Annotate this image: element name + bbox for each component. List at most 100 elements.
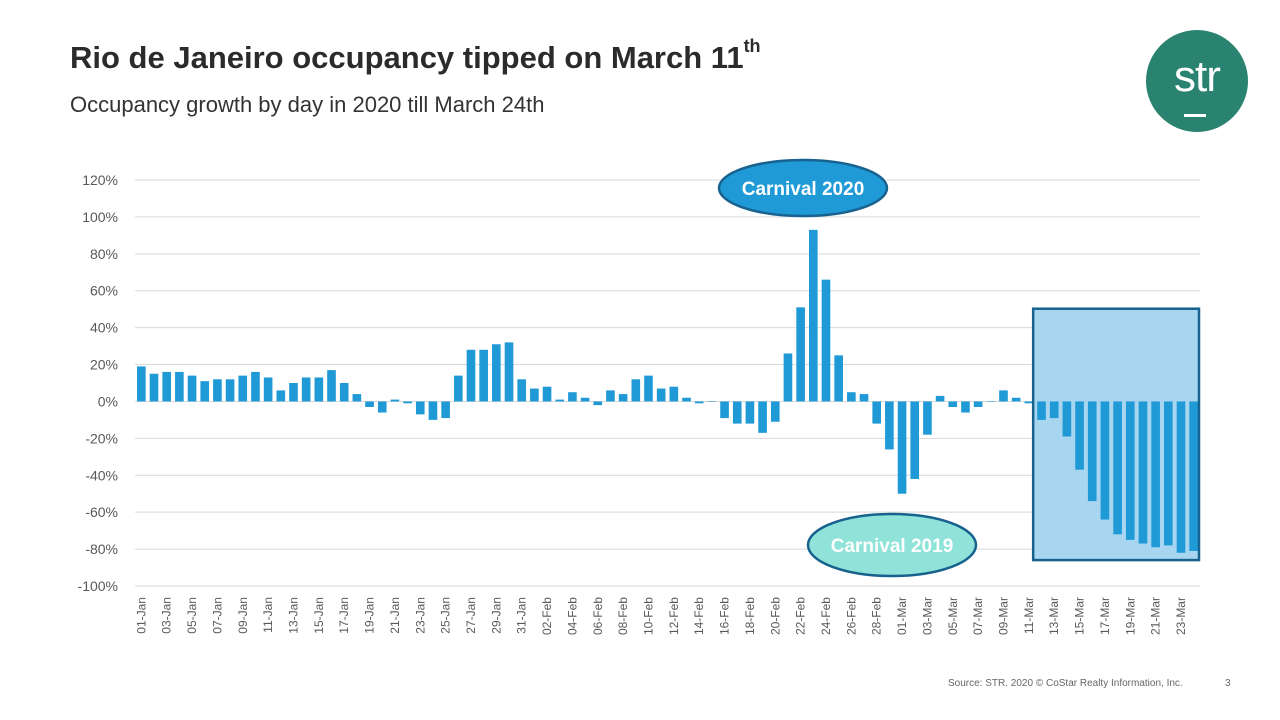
bar-07-Jan: [213, 379, 222, 402]
bar-18-Mar: [1113, 401, 1122, 535]
x-tick-label: 02-Feb: [540, 597, 554, 635]
x-tick-label: 19-Mar: [1123, 597, 1137, 635]
y-tick-label: 40%: [90, 320, 118, 336]
x-tick-label: 27-Jan: [464, 597, 478, 634]
bar-29-Feb: [885, 401, 894, 450]
bar-07-Mar: [973, 401, 983, 407]
y-tick-label: 0%: [98, 393, 118, 409]
y-tick-label: -60%: [85, 504, 118, 520]
x-tick-label: 03-Jan: [160, 597, 174, 634]
bar-06-Mar: [961, 401, 970, 413]
bar-10-Jan: [251, 371, 260, 402]
bar-25-Feb: [834, 355, 843, 402]
x-tick-label: 09-Mar: [996, 597, 1010, 635]
x-tick-label: 18-Feb: [743, 597, 757, 635]
bar-27-Feb: [859, 394, 869, 402]
bar-24-Jan: [428, 401, 438, 420]
bar-08-Mar: [986, 401, 996, 402]
bar-12-Jan: [276, 390, 286, 402]
y-tick-label: 20%: [90, 357, 118, 373]
x-tick-label: 31-Jan: [515, 597, 529, 634]
bar-11-Mar: [1024, 401, 1034, 404]
bar-13-Mar: [1049, 401, 1059, 419]
x-tick-label: 21-Mar: [1149, 597, 1163, 635]
bar-16-Mar: [1087, 401, 1097, 502]
x-tick-label: 13-Jan: [286, 597, 300, 634]
bar-18-Feb: [745, 401, 755, 424]
str-logo-text: str: [1174, 52, 1221, 101]
bar-01-Jan: [137, 366, 146, 402]
page-subtitle: Occupancy growth by day in 2020 till Mar…: [70, 92, 545, 117]
highlight-region-outline: [1031, 307, 1201, 562]
bar-20-Mar: [1138, 401, 1148, 544]
x-tick-label: 07-Mar: [971, 597, 985, 635]
x-tick-label: 23-Jan: [413, 597, 427, 634]
bar-26-Feb: [847, 392, 856, 402]
bar-01-Mar: [897, 401, 907, 494]
bar-22-Feb: [796, 307, 805, 402]
x-tick-label: 06-Feb: [591, 597, 605, 635]
x-tick-label: 28-Feb: [870, 597, 884, 635]
x-tick-label: 17-Jan: [337, 597, 351, 634]
bar-03-Mar: [923, 401, 932, 435]
y-tick-label: -100%: [78, 578, 118, 594]
bar-09-Feb: [631, 379, 641, 402]
x-tick-label: 05-Jan: [185, 597, 199, 634]
y-tick-label: 120%: [82, 172, 118, 188]
x-tick-label: 22-Feb: [794, 597, 808, 635]
x-tick-label: 11-Jan: [261, 597, 275, 633]
bar-23-Mar: [1176, 401, 1186, 553]
bar-17-Mar: [1100, 401, 1110, 520]
bar-28-Feb: [872, 401, 882, 424]
bar-29-Jan: [492, 344, 501, 402]
bar-05-Feb: [580, 397, 590, 402]
page-title-text: Rio de Janeiro occupancy tipped on March…: [70, 40, 744, 75]
x-tick-label: 11-Mar: [1022, 597, 1036, 634]
page-title-superscript: th: [743, 36, 761, 56]
bar-02-Feb: [542, 386, 552, 402]
bar-07-Feb: [606, 390, 615, 402]
bar-26-Jan: [453, 375, 463, 402]
bar-03-Jan: [162, 371, 172, 402]
bar-02-Mar: [910, 401, 920, 479]
bar-12-Mar: [1037, 401, 1046, 420]
bar-17-Feb: [732, 401, 742, 424]
x-tick-label: 15-Mar: [1073, 597, 1087, 635]
x-tick-label: 16-Feb: [718, 597, 732, 635]
bar-14-Feb: [694, 401, 704, 404]
y-tick-label: -40%: [85, 467, 118, 483]
x-tick-label: 05-Mar: [946, 597, 960, 635]
bar-30-Jan: [504, 342, 514, 402]
bar-15-Mar: [1075, 401, 1084, 470]
str-logo: str: [1146, 30, 1248, 132]
x-tick-label: 19-Jan: [363, 597, 377, 634]
y-tick-label: 100%: [82, 209, 118, 225]
x-tick-label: 25-Jan: [439, 597, 453, 634]
x-tick-label: 07-Jan: [210, 597, 224, 634]
bar-27-Jan: [466, 349, 476, 402]
bar-25-Jan: [441, 401, 450, 419]
x-tick-label: 17-Mar: [1098, 597, 1112, 635]
y-tick-label: 60%: [90, 283, 118, 299]
bar-21-Feb: [783, 353, 793, 402]
bar-19-Feb: [758, 401, 767, 433]
bar-11-Feb: [656, 388, 666, 402]
x-tick-label: 12-Feb: [667, 597, 681, 635]
bar-16-Feb: [720, 401, 729, 419]
x-tick-label: 15-Jan: [312, 597, 326, 634]
bar-16-Jan: [327, 370, 336, 402]
bar-22-Jan: [403, 401, 412, 404]
bar-24-Mar: [1189, 401, 1198, 551]
str-logo-underline: [1184, 114, 1206, 117]
x-tick-label: 08-Feb: [616, 597, 630, 635]
bar-01-Feb: [530, 388, 539, 402]
bar-04-Jan: [175, 371, 184, 402]
x-tick-label: 04-Feb: [565, 597, 579, 635]
bar-14-Mar: [1062, 401, 1072, 437]
bar-21-Jan: [390, 399, 400, 402]
x-tick-label: 01-Mar: [895, 597, 909, 635]
bar-04-Mar: [935, 395, 945, 402]
bar-15-Jan: [314, 377, 324, 402]
bar-09-Mar: [999, 390, 1008, 402]
